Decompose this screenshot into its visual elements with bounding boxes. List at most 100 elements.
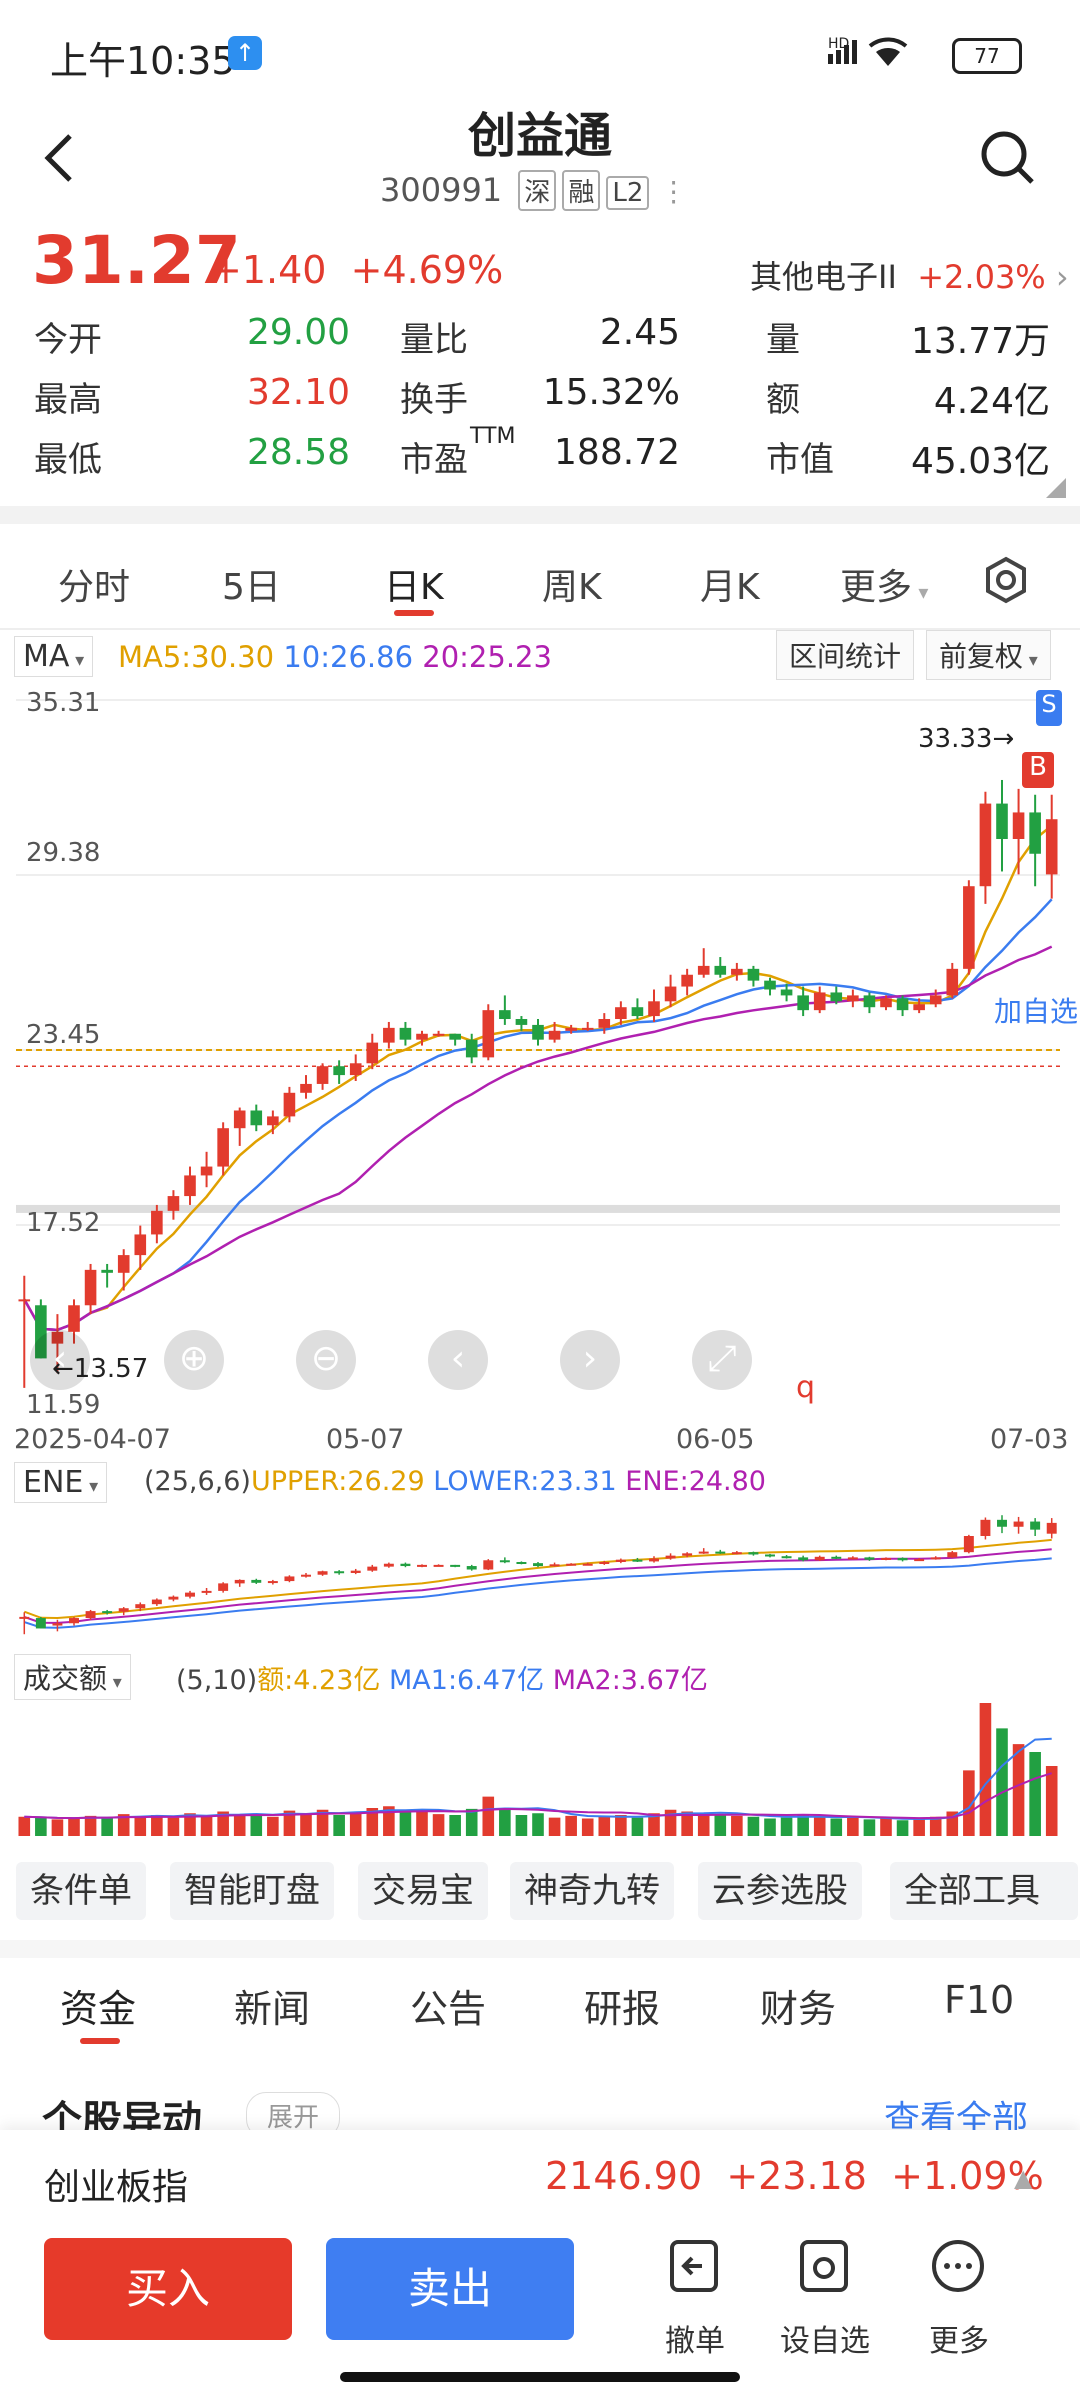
zoom-in-icon[interactable]: ⊕ — [164, 1330, 224, 1390]
ene-candle — [831, 1556, 842, 1559]
volume-bar — [714, 1815, 727, 1836]
volume-bar — [929, 1816, 942, 1836]
quote-label: 市盈 — [400, 440, 468, 480]
home-indicator — [340, 2372, 740, 2382]
volume-bar — [532, 1813, 544, 1836]
divider — [0, 506, 1080, 524]
range-stats-button[interactable]: 区间统计 — [776, 630, 915, 680]
back-to-latest-icon[interactable]: ‹ — [30, 1330, 90, 1390]
tab-research[interactable]: 研报 — [584, 1987, 661, 2031]
ene-chart[interactable] — [0, 1500, 1080, 1650]
ene-line — [23, 1548, 1052, 1624]
ene-candle — [1030, 1521, 1041, 1530]
tool-all-tools[interactable]: 全部工具 — [890, 1862, 1078, 1920]
add-watchlist-icon[interactable] — [784, 2236, 864, 2300]
clock: 上午10:35 — [50, 39, 236, 83]
volume-chart[interactable] — [0, 1690, 1080, 1840]
scroll-left-icon[interactable]: ‹ — [428, 1330, 488, 1390]
index-name[interactable]: 创业板指 — [44, 2167, 189, 2208]
ene-candle — [52, 1623, 63, 1626]
volume-bar — [847, 1817, 859, 1836]
tab-funds[interactable]: 资金 — [60, 1987, 137, 2031]
candle — [830, 992, 843, 1002]
kline-chart[interactable] — [0, 680, 1080, 1420]
ma5-line — [23, 824, 1053, 1332]
tab-weekly-k[interactable]: 周K — [542, 567, 602, 608]
candle — [598, 1019, 611, 1028]
sell-button[interactable]: 卖出 — [326, 2238, 574, 2340]
caret-up-icon[interactable]: ▲ — [1014, 2164, 1033, 2192]
tab-timeshare[interactable]: 分时 — [58, 567, 131, 608]
adjust-selector[interactable]: 前复权 ▾ — [926, 630, 1051, 680]
scroll-right-icon[interactable]: › — [560, 1330, 620, 1390]
candle — [300, 1083, 312, 1093]
tab-announcements[interactable]: 公告 — [410, 1987, 487, 2031]
quote-value: 32.10 — [246, 372, 350, 413]
cancel-order-label[interactable]: 撤单 — [665, 2324, 725, 2359]
volume-bar — [399, 1809, 412, 1836]
candle — [979, 803, 992, 887]
tool-cloud-stock-pick[interactable]: 云参选股 — [698, 1862, 862, 1920]
ene-candle — [483, 1560, 494, 1570]
search-icon[interactable] — [978, 128, 1038, 192]
ma10-line — [23, 898, 1053, 1332]
quote-label: 额 — [766, 380, 800, 420]
volume-bar — [18, 1816, 31, 1836]
candle — [349, 1063, 362, 1076]
more-dots-icon[interactable]: ⋮ — [659, 175, 688, 208]
buy-button[interactable]: 买入 — [44, 2238, 292, 2340]
quote-label: 最低 — [34, 440, 102, 480]
cancel-order-icon[interactable] — [654, 2236, 734, 2300]
zoom-out-icon[interactable]: ⊖ — [296, 1330, 356, 1390]
more-label[interactable]: 更多 — [929, 2324, 989, 2359]
quote-label: 最高 — [34, 380, 102, 420]
index-values[interactable]: 2146.90 +23.18 +1.09% — [545, 2154, 1044, 2198]
tab-daily-k[interactable]: 日K — [384, 567, 444, 608]
back-icon[interactable] — [38, 128, 78, 202]
active-tab-indicator — [80, 2038, 120, 2044]
ma20-line — [23, 945, 1053, 1332]
tool-trading-treasure[interactable]: 交易宝 — [358, 1862, 488, 1920]
tab-5day[interactable]: 5日 — [222, 567, 281, 608]
corner-expand-icon[interactable] — [1046, 478, 1066, 498]
volume-bar — [383, 1806, 395, 1836]
volume-selector[interactable]: 成交额 ▾ — [14, 1654, 131, 1700]
more-icon[interactable] — [918, 2236, 998, 2300]
tab-more[interactable]: 更多 ▾ — [840, 567, 929, 608]
volume-bar — [1045, 1766, 1058, 1836]
tab-news[interactable]: 新闻 — [234, 1987, 311, 2031]
candle — [747, 968, 760, 981]
volume-bar — [830, 1818, 843, 1836]
quote-value: 28.58 — [246, 432, 350, 473]
volume-bar — [432, 1814, 445, 1836]
candle — [780, 989, 793, 996]
volume-bar — [515, 1815, 528, 1836]
y-tick: 35.31 — [26, 688, 101, 718]
add-watchlist-link[interactable]: 加自选 — [994, 990, 1079, 1030]
ene-line — [23, 1557, 1052, 1629]
candle — [946, 968, 959, 996]
add-watchlist-label[interactable]: 设自选 — [780, 2324, 870, 2359]
ene-candle — [19, 1616, 30, 1619]
settings-icon[interactable] — [982, 556, 1030, 608]
volume-bar — [979, 1703, 992, 1836]
event-marker-icon[interactable]: q — [796, 1370, 816, 1405]
fullscreen-icon[interactable]: ⤢ — [692, 1330, 752, 1390]
sector-link[interactable]: 其他电子II +2.03% › — [750, 258, 1069, 296]
candle — [283, 1092, 296, 1117]
volume-bar — [416, 1811, 428, 1836]
ene-line — [23, 1538, 1052, 1620]
tab-monthly-k[interactable]: 月K — [700, 567, 760, 608]
tool-conditional-order[interactable]: 条件单 — [16, 1862, 146, 1920]
ene-candle — [897, 1557, 908, 1561]
ma-selector[interactable]: MA ▾ — [14, 636, 94, 677]
tool-magic-nine[interactable]: 神奇九转 — [510, 1862, 674, 1920]
tool-smart-watch[interactable]: 智能盯盘 — [170, 1862, 334, 1920]
quote-value: 188.72 — [554, 432, 680, 473]
ene-selector[interactable]: ENE ▾ — [14, 1462, 108, 1503]
tab-f10[interactable]: F10 — [944, 1978, 1015, 2022]
ene-candle — [185, 1592, 195, 1597]
ene-candle — [367, 1566, 378, 1571]
tab-financials[interactable]: 财务 — [760, 1987, 837, 2031]
candle — [1045, 819, 1058, 875]
